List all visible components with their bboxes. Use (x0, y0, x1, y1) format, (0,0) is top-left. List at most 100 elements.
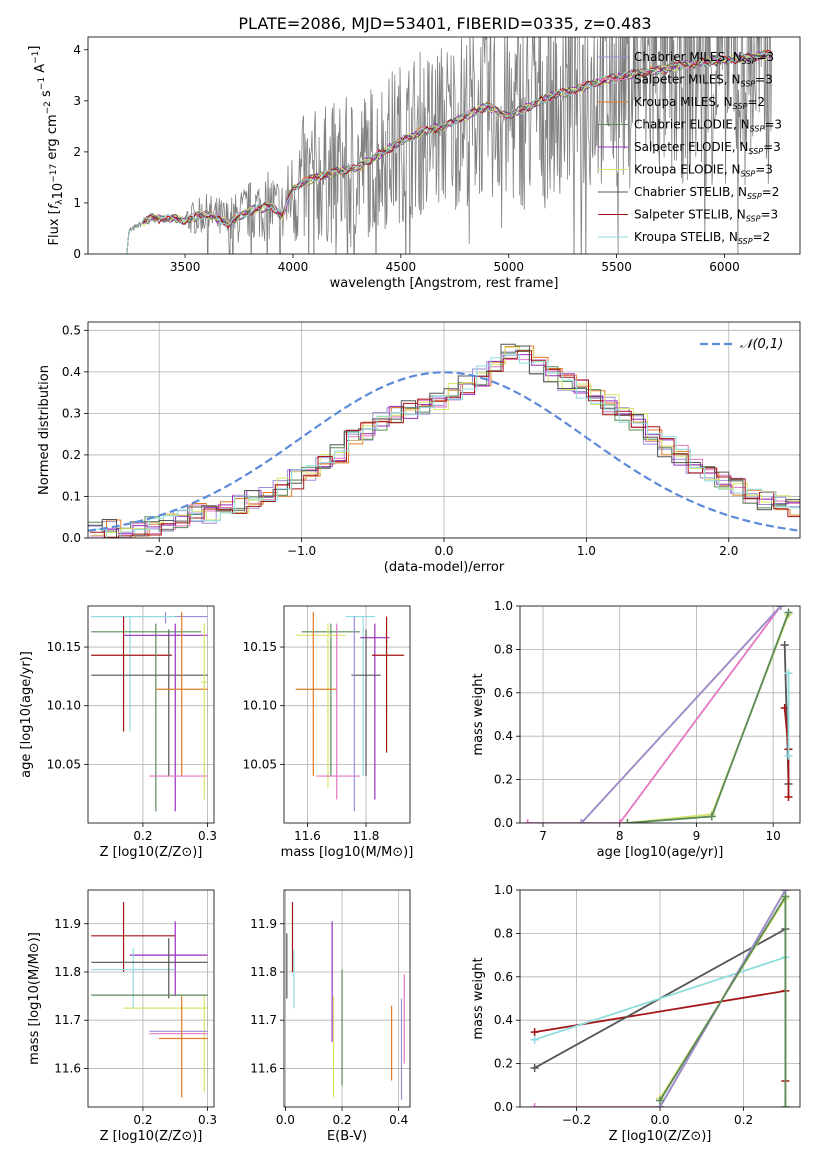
x-axis-label: Z [log10(Z/Z⊙)] (100, 1129, 203, 1144)
panel-residuals: −2.0 −1.0 0.0 1.0 2.0 0.0 0.1 0.2 0.3 0.4 0.5 (data… (37, 321, 801, 575)
axes-frame (519, 605, 801, 824)
weight-marker-7-1 (781, 892, 790, 901)
observed-spectrum-line (126, 37, 772, 254)
residual-histogram-1 (90, 359, 800, 537)
x-tick-label: 1.0 (577, 544, 596, 558)
panel-massweight_vs_Z: −0.2 0.0 0.2 0.0 0.2 0.4 0.6 0.8 1.0 Z [log10(Z/Z… (471, 883, 801, 1144)
y-tick-label: 0 (73, 247, 81, 261)
residual-histogram-2 (92, 345, 800, 538)
weight-marker-0-0 (523, 819, 532, 823)
x-tick-label: 2.0 (719, 544, 738, 558)
y-tick-label: 0.0 (494, 816, 513, 830)
y-tick-label: 0.6 (494, 686, 513, 700)
y-tick-label: 0.2 (494, 773, 513, 787)
plot-area (126, 37, 773, 254)
y-tick-label: 11.7 (250, 1013, 277, 1027)
x-tick-label: 6000 (709, 260, 740, 274)
axes-frame (87, 605, 215, 824)
y-tick-label: 0.1 (62, 489, 81, 503)
x-tick-label: −1.0 (287, 544, 316, 558)
weight-marker-4-1 (707, 812, 716, 821)
legend-entry-5: Kroupa ELODIE, NSSP=3 (634, 163, 773, 179)
legend-entry-7: Salpeter STELIB, NSSP=3 (634, 208, 778, 224)
axes-frame (283, 605, 411, 824)
x-tick-label: 0.0 (650, 1113, 669, 1127)
residual-histogram-0 (88, 349, 800, 532)
y-tick-label: 0.0 (62, 531, 81, 545)
x-axis-label: Z [log10(Z/Z⊙)] (609, 1129, 712, 1144)
model-line-7 (126, 49, 773, 254)
x-tick-label: 5500 (601, 260, 632, 274)
x-tick-label: 0.2 (133, 829, 152, 843)
y-tick-label: 0.8 (494, 642, 513, 656)
panel-age_vs_mass: 11.6 11.8 10.05 10.10 10.15 mass [log10(M/M⊙)… (243, 605, 414, 860)
legend-entry-normal: 𝒩(0,1) (740, 337, 783, 352)
x-tick-label: 0.0 (434, 544, 453, 558)
y-tick-label: 0.3 (62, 406, 81, 420)
axes-frame (87, 36, 801, 255)
y-tick-label: 0.4 (62, 365, 81, 379)
weight-marker-7-0 (784, 669, 793, 678)
legend-entry-6: Chabrier STELIB, NSSP=2 (634, 185, 779, 201)
y-tick-label: 2 (73, 145, 81, 159)
y-tick-label: 0.5 (62, 323, 81, 337)
y-tick-label: 0.4 (494, 1013, 513, 1027)
x-tick-label: 5000 (493, 260, 524, 274)
x-tick-label: 3500 (170, 260, 201, 274)
y-tick-label: 0.2 (62, 448, 81, 462)
axes-frame (87, 889, 215, 1108)
x-tick-label: −0.2 (562, 1113, 591, 1127)
model-line-8 (126, 52, 773, 254)
x-tick-label: −2.0 (145, 544, 174, 558)
weight-marker-2-0 (530, 1035, 539, 1044)
weight-marker-2-0 (577, 819, 586, 823)
y-tick-label: 0.2 (494, 1057, 513, 1071)
y-axis-label: Normed distribution (37, 365, 52, 495)
y-tick-label: 0.4 (494, 729, 513, 743)
x-tick-label: 7 (539, 829, 547, 843)
axes-frame (87, 321, 801, 539)
x-axis-label: age [log10(age/yr)] (597, 845, 724, 860)
weight-series-0 (527, 606, 782, 823)
y-axis-label: Flux [fλ10−17 erg cm−2 s−1 A−1] (27, 46, 66, 246)
legend-entry-3: Chabrier ELODIE, NSSP=3 (634, 118, 782, 134)
weight-marker-0-0 (530, 1028, 539, 1037)
x-axis-label: E(B-V) (327, 1129, 367, 1144)
y-tick-label: 11.7 (54, 1013, 81, 1027)
x-tick-label: 11.8 (353, 829, 380, 843)
legend-entry-0: Chabrier MILES, NSSP=3 (634, 50, 774, 66)
y-tick-label: 10.05 (243, 757, 277, 771)
y-tick-label: 10.10 (243, 699, 277, 713)
weight-marker-7-2 (781, 1103, 790, 1107)
y-tick-label: 4 (73, 43, 81, 57)
normal-curve (88, 371, 798, 532)
plot-area (520, 606, 800, 823)
x-tick-label: 4500 (386, 260, 417, 274)
plot-area (88, 606, 214, 823)
x-axis-label: mass [log10(M/M⊙)] (281, 845, 414, 860)
x-axis-label: Z [log10(Z/Z⊙)] (100, 845, 203, 860)
x-tick-label: 0.3 (198, 829, 217, 843)
weight-marker-5-0 (780, 641, 789, 650)
weight-series-2 (580, 606, 782, 823)
y-tick-label: 1 (73, 196, 81, 210)
axes-frame (519, 889, 801, 1108)
x-tick-label: 0.2 (734, 1113, 753, 1127)
plot-area (88, 890, 214, 1107)
y-tick-label: 10.05 (47, 757, 81, 771)
y-tick-label: 1.0 (494, 599, 513, 613)
x-tick-label: 0.2 (332, 1113, 351, 1127)
residual-histogram-8 (92, 354, 800, 538)
residual-histogram-7 (90, 350, 800, 538)
x-tick-label: 4000 (278, 260, 309, 274)
y-tick-label: 11.6 (54, 1061, 81, 1075)
legend-entry-4: Salpeter ELODIE, NSSP=3 (634, 140, 781, 156)
x-tick-label: 10 (766, 829, 781, 843)
y-axis-label: age [log10(age/yr)] (19, 651, 34, 778)
x-axis-label: (data-model)/error (384, 560, 505, 575)
panel-massweight_vs_age: 7 8 9 10 0.0 0.2 0.4 0.6 0.8 1.0 age [log10(age/yr… (471, 599, 801, 860)
weight-marker-7-1 (784, 751, 793, 760)
weight-marker-4-2 (784, 608, 793, 617)
y-tick-label: 1.0 (494, 883, 513, 897)
